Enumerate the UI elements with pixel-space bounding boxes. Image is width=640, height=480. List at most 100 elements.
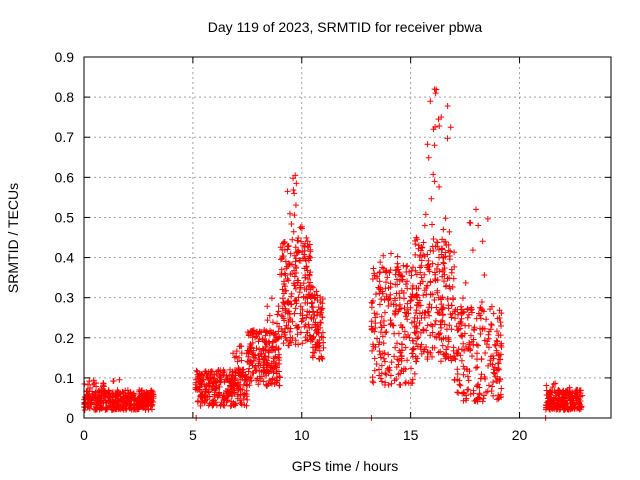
data-point — [576, 397, 583, 404]
data-point — [244, 376, 251, 383]
data-point — [476, 384, 483, 391]
data-point — [490, 310, 497, 317]
data-point — [400, 289, 407, 296]
data-point — [263, 328, 270, 335]
data-point — [268, 295, 275, 302]
data-point — [549, 384, 556, 391]
data-point — [378, 313, 385, 320]
data-point — [496, 315, 503, 322]
data-point — [381, 309, 388, 316]
data-point — [231, 383, 238, 390]
data-point — [226, 388, 233, 395]
data-point — [98, 387, 105, 394]
data-point — [90, 377, 97, 384]
data-point — [442, 215, 449, 222]
data-point — [245, 353, 252, 360]
data-point — [253, 331, 260, 338]
data-point — [372, 291, 379, 298]
data-point — [440, 259, 447, 266]
data-point — [108, 406, 115, 413]
data-point — [480, 395, 487, 402]
data-point — [399, 276, 406, 283]
x-tick-label: 15 — [403, 427, 419, 443]
data-point — [299, 306, 306, 313]
data-point — [395, 361, 402, 368]
data-point — [549, 405, 556, 412]
data-point — [216, 389, 223, 396]
data-point — [316, 342, 323, 349]
data-point — [451, 308, 458, 315]
data-point — [402, 313, 409, 320]
data-point — [412, 267, 419, 274]
data-point — [285, 277, 292, 284]
data-point — [404, 316, 411, 323]
data-point — [303, 286, 310, 293]
data-point — [194, 375, 201, 382]
data-point — [495, 365, 502, 372]
data-point — [421, 346, 428, 353]
data-point — [401, 328, 408, 335]
data-point — [481, 325, 488, 332]
data-point — [449, 283, 456, 290]
data-point — [112, 406, 119, 413]
data-point — [462, 397, 469, 404]
data-point — [307, 269, 314, 276]
data-point — [384, 274, 391, 281]
data-point — [464, 314, 471, 321]
data-point — [382, 279, 389, 286]
data-point — [425, 154, 432, 161]
data-point — [577, 406, 584, 413]
data-point — [424, 141, 431, 148]
data-point — [393, 375, 400, 382]
data-point — [426, 312, 433, 319]
data-point — [487, 361, 494, 368]
data-point — [434, 239, 441, 246]
data-point — [386, 295, 393, 302]
data-point — [427, 279, 434, 286]
data-point — [424, 282, 431, 289]
data-point — [498, 385, 505, 392]
data-point — [262, 332, 269, 339]
data-point — [283, 265, 290, 272]
data-point — [432, 90, 439, 97]
data-point — [371, 355, 378, 362]
data-point — [374, 335, 381, 342]
data-point — [418, 262, 425, 269]
data-point — [278, 333, 285, 340]
data-point — [431, 297, 438, 304]
data-point — [436, 183, 443, 190]
data-point — [238, 350, 245, 357]
data-point — [243, 393, 250, 400]
data-point — [250, 369, 257, 376]
data-point — [309, 354, 316, 361]
data-point — [496, 307, 503, 314]
data-point — [371, 310, 378, 317]
data-point — [286, 308, 293, 315]
data-point — [94, 398, 101, 405]
data-point — [392, 344, 399, 351]
data-point — [311, 349, 318, 356]
data-point — [454, 370, 461, 377]
data-point — [429, 260, 436, 267]
data-point — [392, 281, 399, 288]
data-point — [492, 342, 499, 349]
data-point — [127, 396, 134, 403]
data-point — [436, 310, 443, 317]
y-axis-label: SRMTID / TECUs — [5, 183, 21, 293]
data-point — [451, 249, 458, 256]
data-point — [387, 372, 394, 379]
data-point — [297, 257, 304, 264]
data-point — [461, 330, 468, 337]
data-point — [464, 373, 471, 380]
data-point — [425, 257, 432, 264]
data-point — [287, 325, 294, 332]
data-point — [409, 379, 416, 386]
data-point — [413, 328, 420, 335]
data-point — [458, 320, 465, 327]
data-point — [233, 348, 240, 355]
data-point — [293, 180, 300, 187]
data-point — [245, 359, 252, 366]
data-point — [431, 178, 438, 185]
data-point — [432, 243, 439, 250]
data-point — [242, 371, 249, 378]
